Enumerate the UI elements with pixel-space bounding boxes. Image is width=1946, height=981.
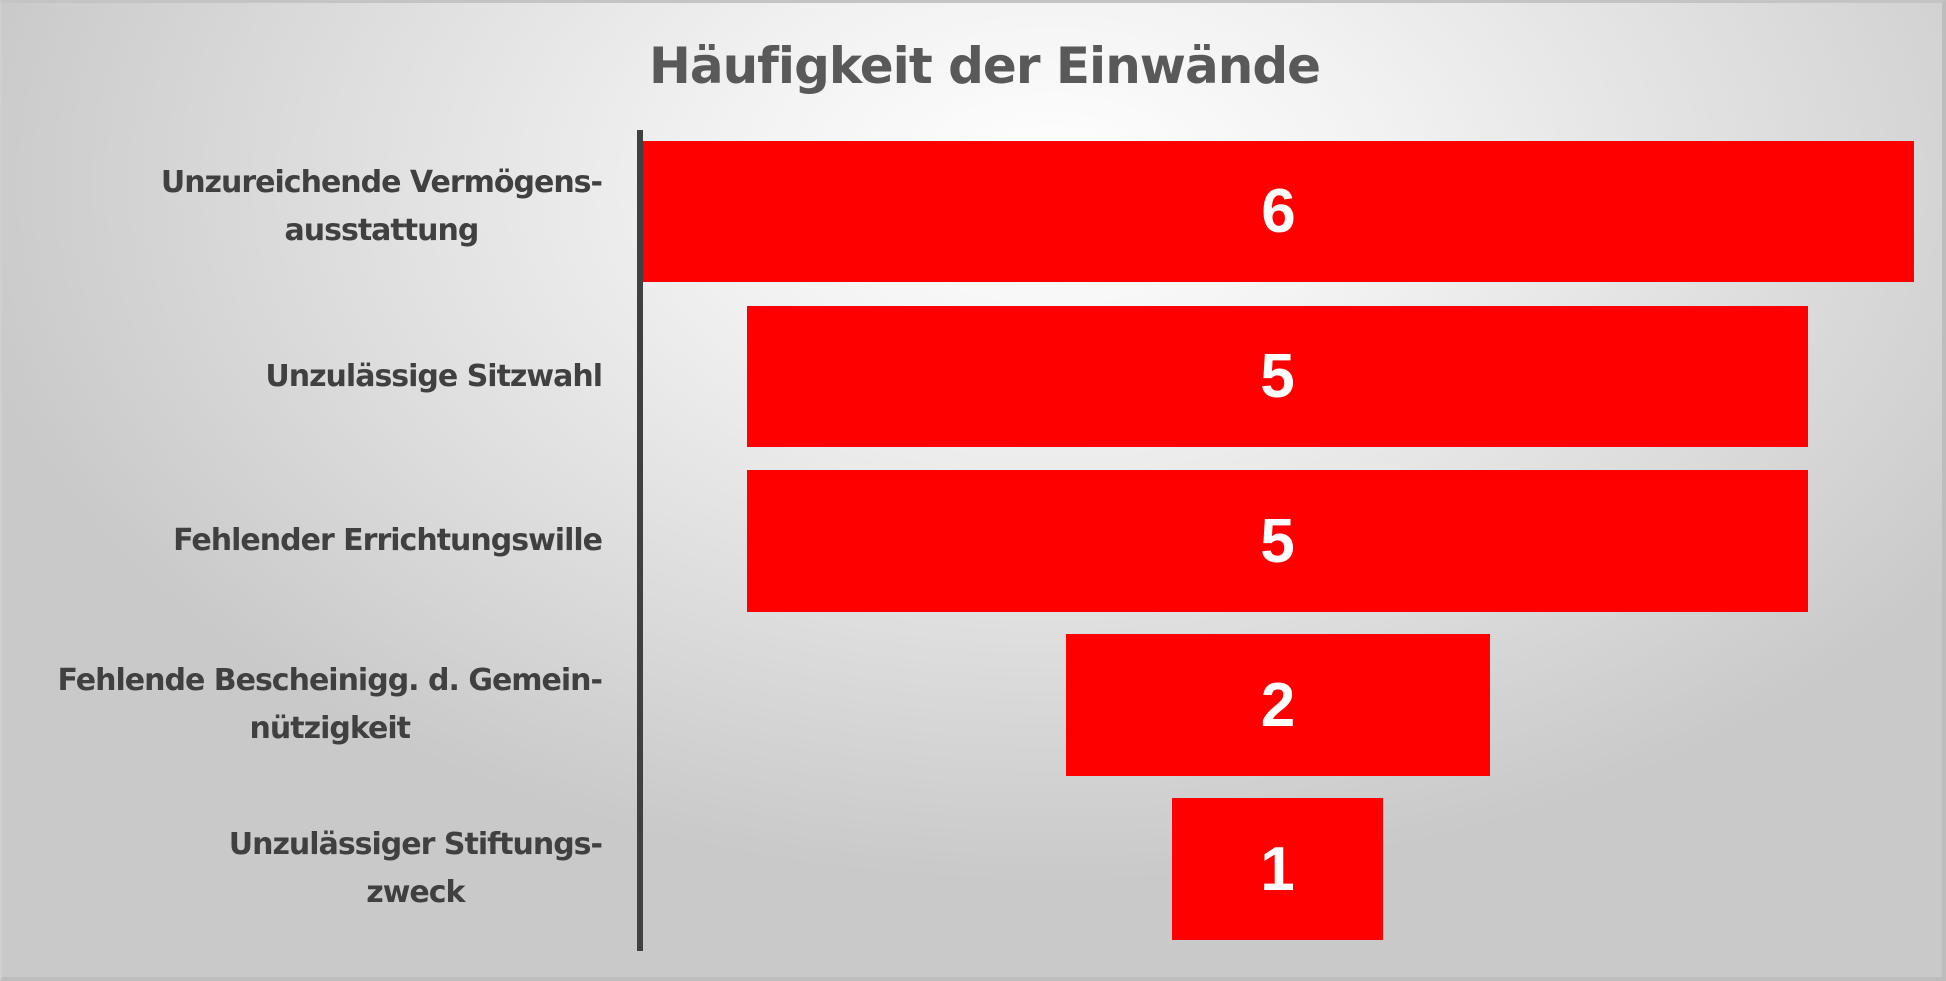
category-label: Unzulässiger Stiftungs- zweck [228, 821, 603, 917]
category-label-line: Unzulässiger Stiftungs- [228, 827, 603, 862]
bar-value-label: 1 [1260, 834, 1295, 904]
bar: 5 [747, 470, 1808, 612]
category-label: Fehlender Errichtungswille [173, 517, 603, 565]
category-label-line: Unzureichende Vermögens- [160, 165, 603, 200]
category-label-line: Fehlender Errichtungswille [173, 523, 603, 558]
category-label-line: zweck [366, 875, 465, 910]
bar: 6 [643, 141, 1914, 282]
bar-value-label: 5 [1260, 342, 1295, 411]
bar: 1 [1172, 798, 1383, 940]
bar-value-label: 5 [1260, 506, 1295, 576]
category-label-line: Unzulässige Sitzwahl [265, 359, 603, 394]
category-axis-line [637, 130, 643, 951]
category-label-line: nützigkeit [249, 711, 411, 746]
bar-value-label: 6 [1261, 177, 1296, 246]
category-label: Fehlende Bescheinigg. d. Gemein- nützigk… [58, 657, 603, 753]
bar: 2 [1066, 634, 1490, 776]
category-label: Unzureichende Vermögens- ausstattung [160, 159, 603, 255]
chart-title: Häufigkeit der Einwände [649, 37, 1321, 95]
bar-value-label: 2 [1260, 670, 1296, 740]
category-label-line: ausstattung [284, 213, 480, 248]
category-label: Unzulässige Sitzwahl [265, 353, 603, 401]
bar: 5 [747, 306, 1808, 447]
category-label-line: Fehlende Bescheinigg. d. Gemein- [57, 663, 603, 698]
